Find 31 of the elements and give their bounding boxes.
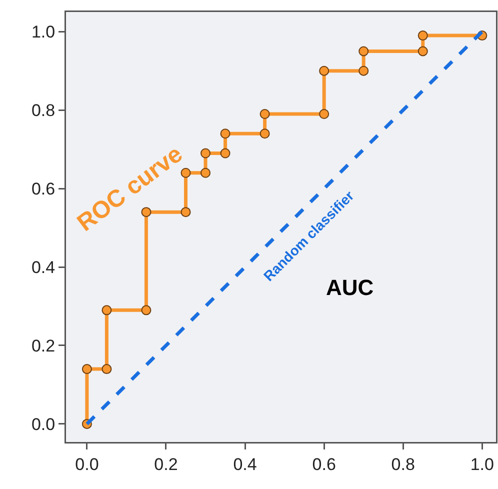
y-tick-label: 0.0 bbox=[31, 414, 56, 434]
y-tick-label: 0.6 bbox=[31, 180, 56, 198]
x-tick-label: 0.4 bbox=[233, 454, 257, 474]
x-tick-label: 0.0 bbox=[75, 454, 99, 474]
x-tick-label: 1.0 bbox=[470, 454, 494, 474]
point bbox=[220, 128, 230, 139]
point bbox=[82, 364, 92, 374]
point bbox=[200, 168, 211, 178]
y-tick-label: 0.8 bbox=[31, 101, 56, 120]
y-tick-label: 1.0 bbox=[31, 22, 56, 42]
point bbox=[102, 305, 112, 316]
point bbox=[260, 128, 270, 139]
point bbox=[418, 46, 428, 56]
y-tick-label: 0.4 bbox=[31, 258, 56, 277]
point bbox=[141, 207, 152, 218]
point bbox=[418, 30, 428, 41]
y-tick-label: 0.2 bbox=[31, 336, 56, 356]
point bbox=[180, 207, 191, 218]
point bbox=[102, 364, 112, 374]
point bbox=[200, 148, 211, 158]
x-tick-label: 0.2 bbox=[154, 454, 178, 474]
point bbox=[319, 109, 330, 120]
point bbox=[141, 305, 152, 316]
point bbox=[319, 66, 330, 76]
point bbox=[260, 109, 270, 120]
x-tick-label: 0.8 bbox=[391, 454, 415, 474]
point bbox=[358, 66, 369, 76]
point bbox=[220, 148, 230, 158]
annotation: AUC bbox=[326, 275, 374, 300]
point bbox=[358, 46, 369, 56]
x-tick-label: 0.6 bbox=[312, 454, 336, 474]
